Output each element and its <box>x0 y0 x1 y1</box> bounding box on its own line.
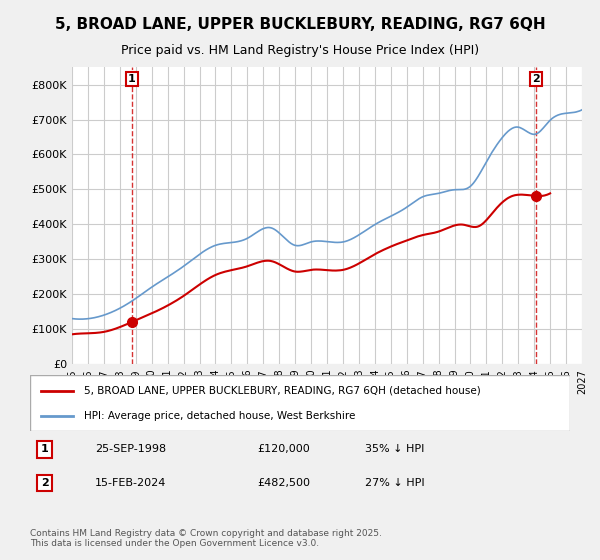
Text: 27% ↓ HPI: 27% ↓ HPI <box>365 478 424 488</box>
Text: 2: 2 <box>41 478 49 488</box>
Text: 25-SEP-1998: 25-SEP-1998 <box>95 445 166 454</box>
Text: 1: 1 <box>128 74 136 84</box>
Text: Contains HM Land Registry data © Crown copyright and database right 2025.
This d: Contains HM Land Registry data © Crown c… <box>30 529 382 548</box>
Text: 2: 2 <box>532 74 539 84</box>
Text: 15-FEB-2024: 15-FEB-2024 <box>95 478 166 488</box>
Text: £120,000: £120,000 <box>257 445 310 454</box>
Text: £482,500: £482,500 <box>257 478 310 488</box>
FancyBboxPatch shape <box>30 375 570 431</box>
Text: 5, BROAD LANE, UPPER BUCKLEBURY, READING, RG7 6QH (detached house): 5, BROAD LANE, UPPER BUCKLEBURY, READING… <box>84 386 481 396</box>
Text: 1: 1 <box>41 445 49 454</box>
Text: Price paid vs. HM Land Registry's House Price Index (HPI): Price paid vs. HM Land Registry's House … <box>121 44 479 57</box>
Text: 5, BROAD LANE, UPPER BUCKLEBURY, READING, RG7 6QH: 5, BROAD LANE, UPPER BUCKLEBURY, READING… <box>55 17 545 32</box>
Text: 35% ↓ HPI: 35% ↓ HPI <box>365 445 424 454</box>
Text: HPI: Average price, detached house, West Berkshire: HPI: Average price, detached house, West… <box>84 410 355 421</box>
